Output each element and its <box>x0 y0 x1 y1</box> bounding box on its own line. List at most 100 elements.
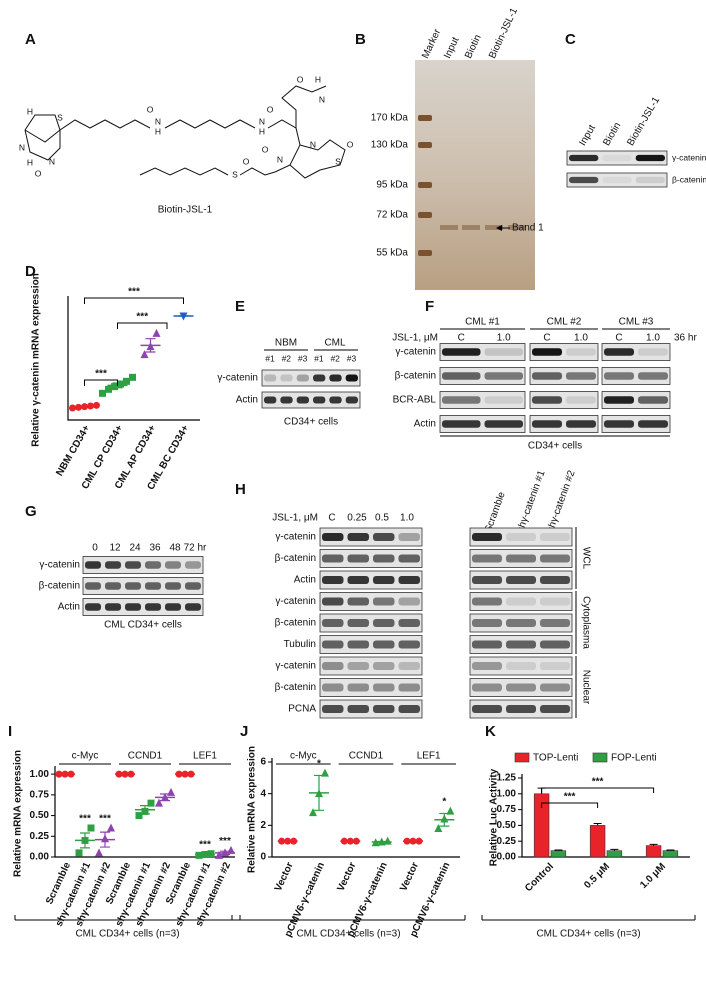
fraction-label: Nuclear <box>580 670 591 705</box>
row-label: BCR-ABL <box>393 395 437 406</box>
blot-band <box>165 603 181 611</box>
y-tick-label: 0.50 <box>30 810 50 821</box>
blot-band <box>373 597 395 606</box>
blot-band <box>347 597 369 606</box>
y-tick-label: 0.00 <box>30 852 50 863</box>
dose-label: 1.0 <box>400 513 414 524</box>
blot-frame <box>439 367 526 385</box>
blot-band <box>329 374 342 382</box>
blot-band <box>105 603 121 611</box>
y-tick-label: 0.00 <box>497 852 517 863</box>
group-label: CCND1 <box>349 751 384 762</box>
footer: CML CD34+ cells (n=3) <box>75 929 179 940</box>
significance: *** <box>79 814 91 825</box>
error-bar <box>220 850 230 856</box>
fraction-label: Cytoplasma <box>580 596 591 649</box>
significance: * <box>317 759 321 770</box>
significance: *** <box>128 287 140 298</box>
dose-label: 0.25 <box>347 513 367 524</box>
blot-band <box>442 348 481 356</box>
blot-frame <box>319 635 423 654</box>
row-label: β-catenin <box>275 618 316 629</box>
blot-band <box>506 597 536 606</box>
marker-label: 72 kDa <box>376 210 408 221</box>
row-label: PCNA <box>288 704 316 715</box>
y-tick-label: 0.25 <box>30 831 50 842</box>
blot-band <box>373 683 395 692</box>
blot-band <box>398 640 420 649</box>
band-label: Band 1 <box>512 223 544 234</box>
blot-band <box>345 374 358 382</box>
atom-label: O <box>35 168 42 178</box>
blot-band <box>472 576 502 584</box>
atom-label: O <box>267 104 274 114</box>
blot-band <box>442 372 481 380</box>
blot-frame <box>319 592 423 611</box>
group-label: c-Myc <box>290 751 317 762</box>
atom-label: H <box>315 74 321 84</box>
blot-band <box>566 396 596 404</box>
blot-frame <box>566 150 668 166</box>
chem-bond <box>24 129 61 161</box>
atom-label: N <box>49 156 55 166</box>
blot-frame <box>601 391 671 409</box>
atom-label: H <box>27 157 33 167</box>
chem-bond <box>139 167 229 176</box>
atom-label: N <box>277 154 283 164</box>
atom-label: N <box>310 139 316 149</box>
data-point <box>167 787 175 796</box>
blot-band <box>347 705 369 713</box>
blot-band <box>604 396 634 404</box>
row-label: β-catenin <box>39 581 80 592</box>
dose-label: 1.0 <box>574 333 588 344</box>
y-tick-label: 0.50 <box>497 820 517 831</box>
blot-band <box>506 640 536 649</box>
blot-band <box>604 348 634 356</box>
atom-label: O <box>147 104 154 114</box>
blot-band <box>506 705 536 713</box>
blot-band <box>329 396 342 404</box>
group-label: CML #1 <box>465 317 500 328</box>
blot-frame <box>469 527 573 547</box>
blot-band <box>125 561 141 569</box>
y-tick-label: 1.00 <box>497 788 517 799</box>
blot-band <box>322 576 344 584</box>
blot-band <box>484 396 523 404</box>
blot-band <box>322 683 344 692</box>
gel-band <box>508 225 526 230</box>
blot-band <box>373 705 395 713</box>
blot-frame <box>82 556 204 574</box>
blot-band <box>185 582 201 590</box>
blot-band <box>373 619 395 627</box>
blot-frame <box>319 656 423 676</box>
blot-frame <box>261 369 361 387</box>
panel-letter: I <box>8 723 12 740</box>
row-label: Actin <box>58 602 80 613</box>
lane-label: Input <box>577 123 598 148</box>
blot-band <box>373 576 395 584</box>
error-bar <box>649 843 658 846</box>
blot-band <box>472 597 502 606</box>
data-point <box>105 385 112 393</box>
blot-band <box>506 662 536 670</box>
blot-frame <box>469 656 573 676</box>
data-point <box>227 845 235 854</box>
group-label: CCND1 <box>128 751 163 762</box>
data-point <box>117 380 124 388</box>
blot-band <box>635 154 665 162</box>
blot-frame <box>469 678 573 697</box>
compound-name: Biotin-JSL-1 <box>158 205 213 216</box>
lane-label: #1 <box>314 353 324 363</box>
panel-letter: F <box>425 298 434 315</box>
panel-letter: B <box>355 31 366 48</box>
dose-label: C <box>328 513 335 524</box>
chem-bond <box>267 85 327 129</box>
blot-band <box>347 576 369 584</box>
y-axis-label: Relative mRNA expression <box>13 750 24 877</box>
y-tick-label: 0.25 <box>497 836 517 847</box>
blot-band <box>85 603 101 611</box>
blot-band <box>540 619 570 627</box>
row-label: β-catenin <box>672 174 706 184</box>
footer: CML CD34+ cells (n=3) <box>296 929 400 940</box>
blot-band <box>638 420 668 428</box>
